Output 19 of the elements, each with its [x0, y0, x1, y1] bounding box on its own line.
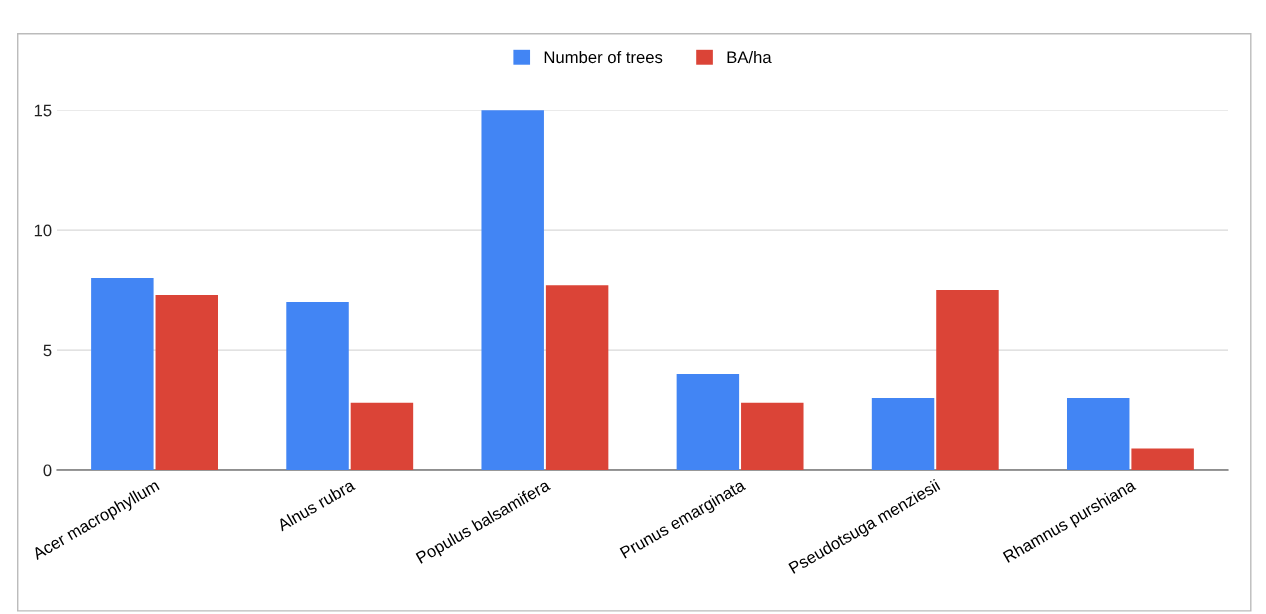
bar [286, 302, 349, 471]
bar [936, 290, 999, 471]
bar [1131, 448, 1194, 471]
y-tick-label: 5 [43, 344, 52, 357]
bar [676, 374, 740, 471]
bar [350, 402, 414, 471]
legend-label: Number of trees [544, 50, 663, 64]
bar [1066, 398, 1130, 471]
y-tick-label: 0 [43, 464, 52, 477]
bar [481, 110, 544, 471]
legend-label: BA/ha [727, 50, 772, 64]
bar [871, 398, 935, 471]
y-tick-label: 10 [34, 224, 52, 237]
bar [741, 402, 804, 471]
y-tick-label: 15 [34, 104, 52, 117]
bar [155, 294, 218, 471]
bar [91, 278, 154, 471]
x-tick-label: Alnus rubra [275, 478, 356, 532]
bar [545, 285, 609, 471]
